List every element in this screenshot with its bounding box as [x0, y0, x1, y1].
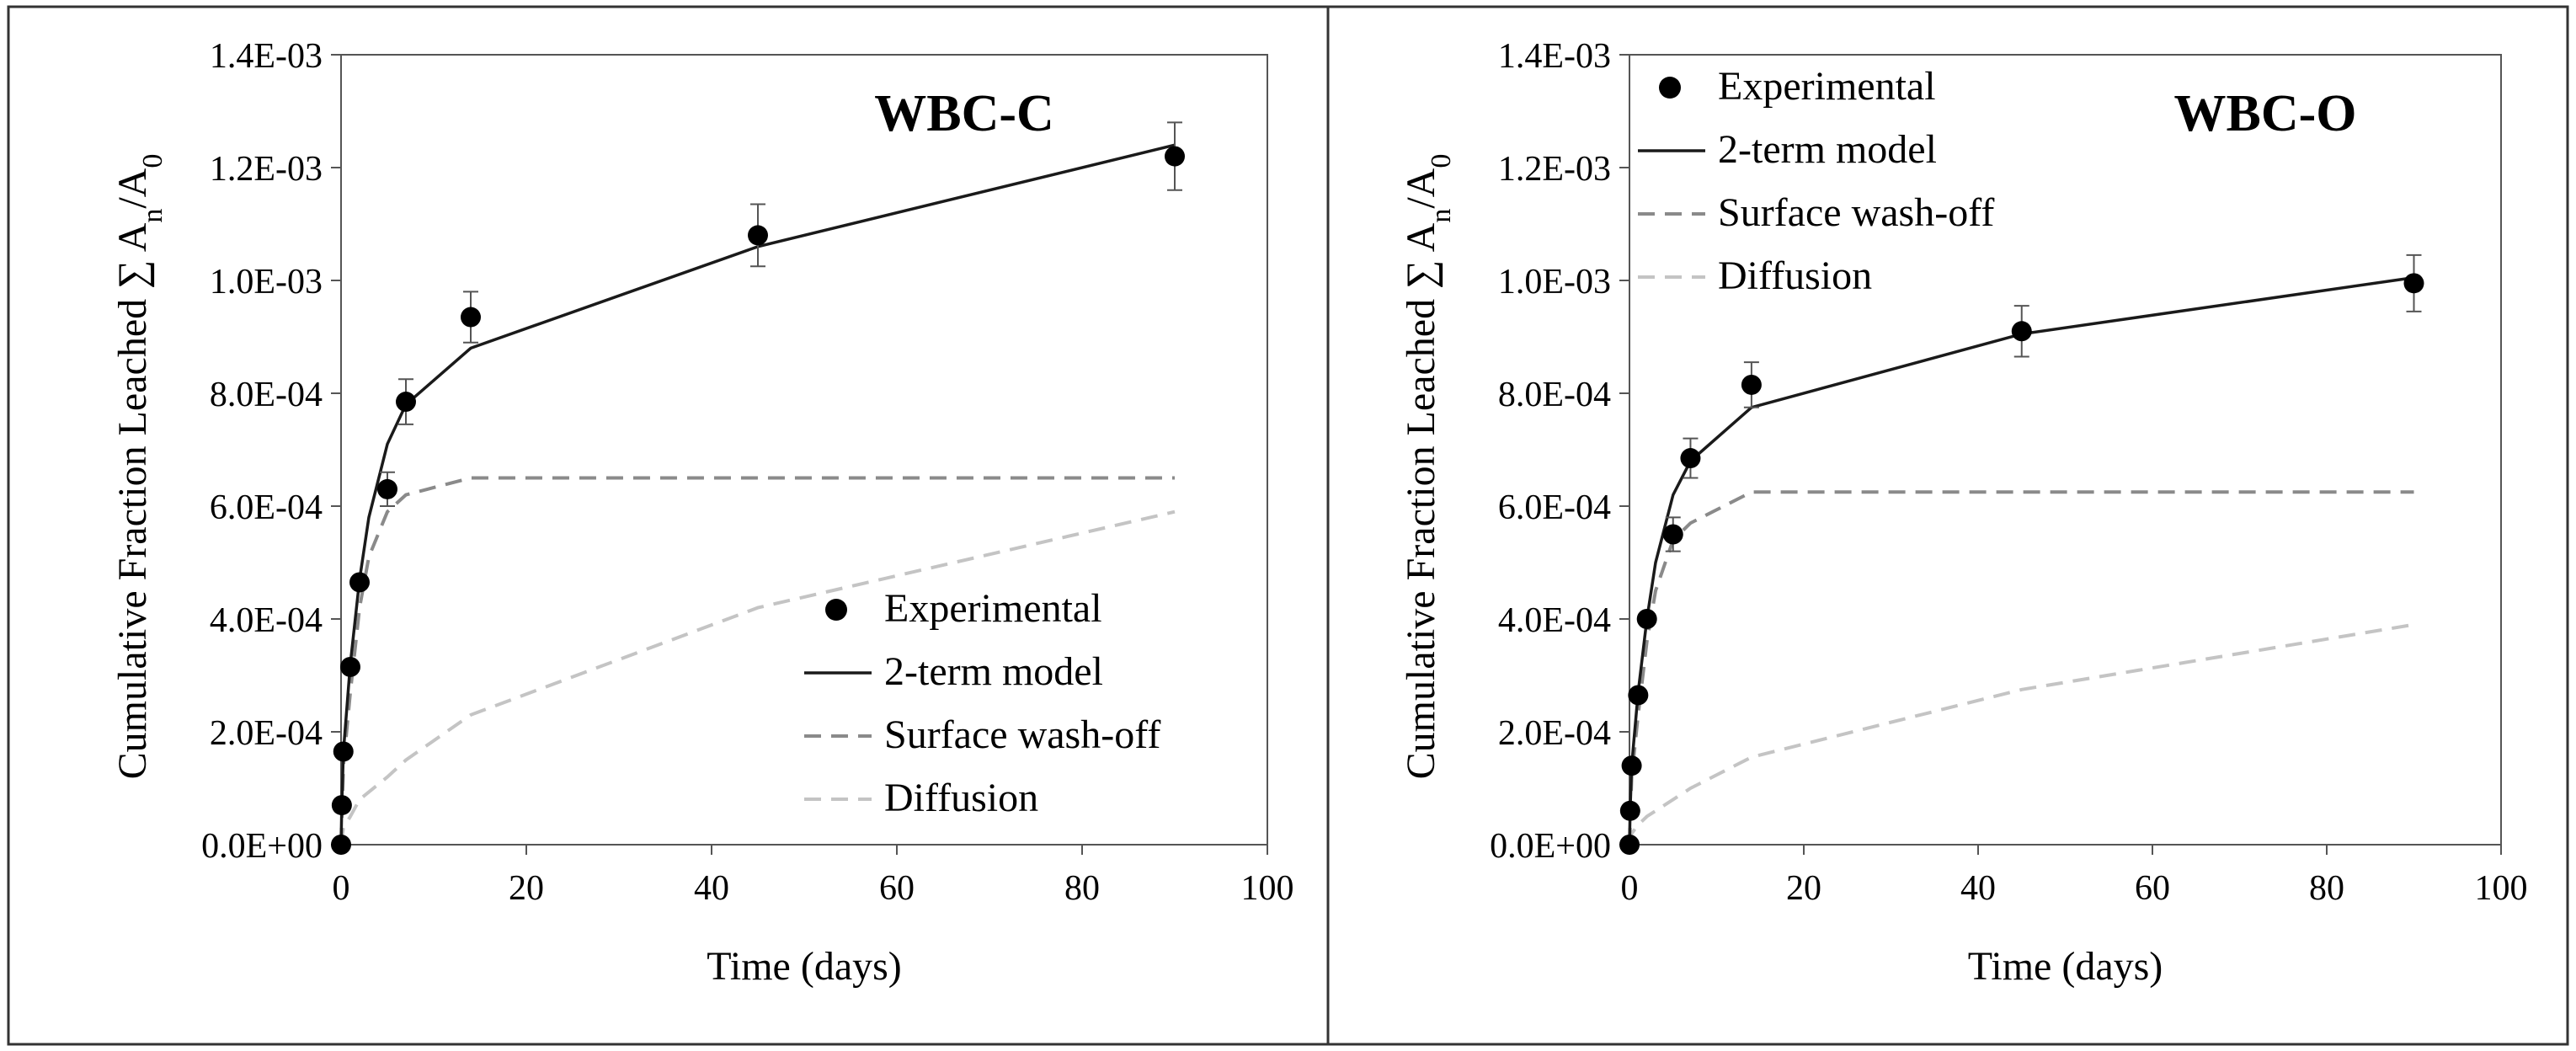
- data-point-experimental: [333, 741, 354, 762]
- x-tick-label: 0: [333, 869, 350, 908]
- x-tick-label: 80: [1064, 869, 1100, 908]
- x-axis-title: Time (days): [707, 944, 902, 989]
- x-tick-label: 40: [1960, 869, 1996, 908]
- x-tick-label: 60: [2135, 869, 2170, 908]
- y-axis-title-subscript-n: n: [1426, 209, 1457, 223]
- legend-label-2-term-model: 2-term model: [884, 649, 1103, 694]
- x-tick-label: 60: [879, 869, 915, 908]
- y-tick-label: 1.2E-03: [210, 150, 323, 189]
- panel-label: WBC-C: [874, 85, 1054, 142]
- y-axis-title-main: Cumulative Fraction Leached ∑ A: [1399, 222, 1443, 779]
- y-tick-label: 4.0E-04: [210, 601, 323, 640]
- y-tick-label: 0.0E+00: [1490, 827, 1611, 866]
- y-tick-label: 6.0E-04: [210, 488, 323, 527]
- x-tick-label: 20: [1786, 869, 1821, 908]
- y-tick-label: 1.4E-03: [210, 37, 323, 76]
- y-tick-label: 1.0E-03: [1498, 263, 1611, 301]
- x-tick-label: 80: [2309, 869, 2344, 908]
- chart-panel-wbc-o: 0 20 40 60 80 100 0.0E+00 2.0E-04 4.0E-04 6.0E-04…: [1399, 37, 2528, 989]
- data-point-experimental: [1662, 524, 1683, 545]
- legend-label-experimental: Experimental: [1718, 64, 1936, 109]
- data-point-experimental: [1619, 800, 1640, 821]
- data-point-experimental: [1680, 448, 1701, 469]
- series-line-2-term-model: [1628, 275, 2414, 846]
- plot-area-frame: [340, 54, 1268, 846]
- figure-border: [7, 5, 2569, 1046]
- data-point-experimental: [377, 478, 397, 499]
- y-tick-label: 1.4E-03: [1498, 37, 1611, 76]
- data-point-experimental: [2403, 273, 2424, 294]
- data-point-experimental: [461, 307, 481, 328]
- legend-label-diffusion: Diffusion: [1718, 253, 1872, 298]
- series-line-diffusion: [339, 509, 1176, 846]
- series-line-surface-wash-off: [339, 476, 1175, 846]
- data-point-experimental: [396, 392, 416, 413]
- x-tick-label: 40: [694, 869, 729, 908]
- y-tick-label: 8.0E-04: [210, 376, 323, 414]
- y-axis-title: Cumulative Fraction Leached ∑ An/A0: [110, 154, 168, 780]
- plot-area-frame: [1629, 54, 2502, 846]
- y-tick-label: 0.0E+00: [201, 827, 323, 866]
- data-point-experimental: [340, 656, 360, 677]
- y-axis-title-subscript-0: 0: [137, 154, 168, 168]
- panel-label: WBC-O: [2174, 85, 2357, 142]
- y-tick-label: 1.0E-03: [210, 263, 323, 301]
- y-tick-label: 8.0E-04: [1498, 376, 1611, 414]
- y-tick-label: 4.0E-04: [1498, 601, 1611, 640]
- x-tick-label: 0: [1621, 869, 1639, 908]
- y-tick-label: 2.0E-04: [210, 714, 323, 753]
- data-point-experimental: [349, 572, 370, 593]
- data-point-experimental: [748, 225, 768, 246]
- legend-marker-experimental: [1659, 77, 1681, 99]
- series-line-surface-wash-off: [1628, 490, 2414, 846]
- chart-panel-wbc-c: 0 20 40 60 80 100 0.0E+00 2.0E-04 4.0E-04 6.0E-04…: [110, 37, 1294, 989]
- y-axis-title-divisor: /A: [110, 168, 155, 208]
- legend-label-experimental: Experimental: [884, 586, 1102, 631]
- series-line-2-term-model: [339, 143, 1176, 846]
- data-point-experimental: [1741, 374, 1762, 395]
- x-axis-title: Time (days): [1968, 944, 2163, 989]
- y-axis-title-subscript-n: n: [137, 209, 168, 223]
- legend-label-surface-wash-off: Surface wash-off: [1718, 190, 1994, 235]
- y-tick-label: 2.0E-04: [1498, 714, 1611, 753]
- series-line-diffusion: [1628, 622, 2414, 846]
- legend-marker-experimental: [825, 599, 847, 621]
- legend-label-2-term-model: 2-term model: [1718, 127, 1937, 172]
- y-axis-title: Cumulative Fraction Leached ∑ An/A0: [1399, 154, 1457, 780]
- x-tick-label: 100: [2475, 869, 2528, 908]
- data-point-experimental: [1619, 835, 1640, 855]
- legend-label-surface-wash-off: Surface wash-off: [884, 712, 1160, 757]
- data-point-experimental: [1636, 609, 1657, 629]
- data-point-experimental: [1621, 755, 1642, 776]
- data-point-experimental: [331, 835, 351, 855]
- y-tick-label: 6.0E-04: [1498, 488, 1611, 527]
- x-tick-label: 20: [509, 869, 544, 908]
- legend-label-diffusion: Diffusion: [884, 776, 1038, 820]
- data-point-experimental: [1628, 685, 1649, 706]
- data-point-experimental: [1165, 146, 1185, 167]
- data-point-experimental: [2011, 321, 2032, 342]
- x-tick-label: 100: [1241, 869, 1294, 908]
- y-tick-label: 1.2E-03: [1498, 150, 1611, 189]
- data-point-experimental: [331, 795, 352, 816]
- y-axis-title-divisor: /A: [1399, 168, 1443, 208]
- y-axis-title-main: Cumulative Fraction Leached ∑ A: [110, 222, 155, 779]
- y-axis-title-subscript-0: 0: [1426, 154, 1457, 168]
